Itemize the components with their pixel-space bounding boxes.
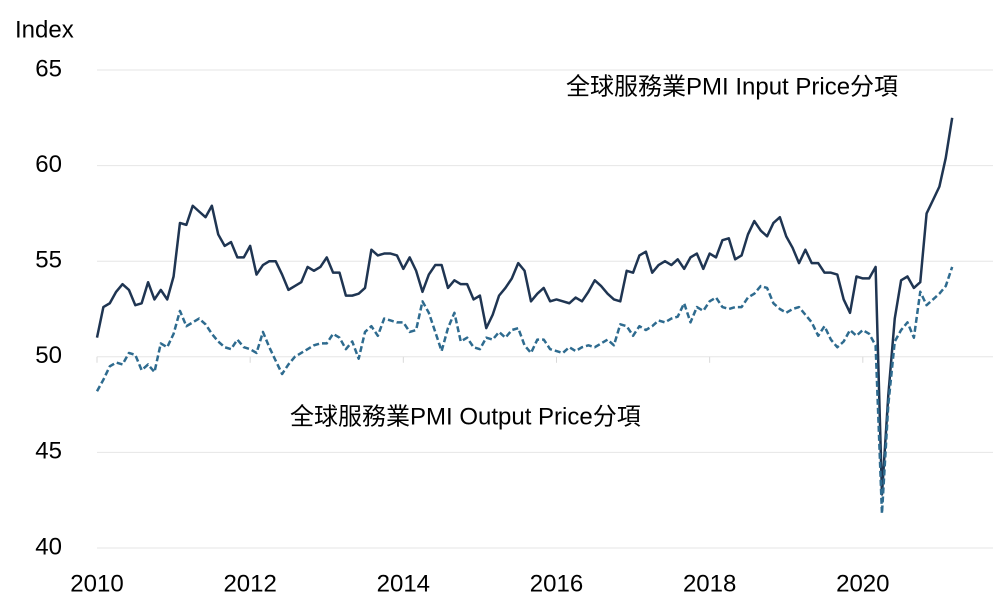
series-line [95, 117, 954, 496]
y-tick-label: 55 [35, 247, 62, 274]
series-annotation: 全球服務業PMI Output Price分項 [290, 403, 641, 430]
x-tick-label: 2014 [377, 570, 430, 597]
y-tick-label: 60 [35, 151, 62, 178]
series-line [95, 266, 954, 515]
y-tick-label: 45 [35, 438, 62, 465]
y-tick-label: 50 [35, 342, 62, 369]
x-tick-label: 2018 [683, 570, 736, 597]
x-tick-label: 2012 [223, 570, 276, 597]
x-tick-label: 2010 [70, 570, 123, 597]
y-tick-label: 65 [35, 55, 62, 82]
y-axis-label: Index [15, 16, 74, 43]
x-tick-label: 2020 [836, 570, 889, 597]
series-annotation: 全球服務業PMI Input Price分項 [566, 73, 898, 100]
x-tick-label: 2016 [530, 570, 583, 597]
y-tick-label: 40 [35, 533, 62, 560]
